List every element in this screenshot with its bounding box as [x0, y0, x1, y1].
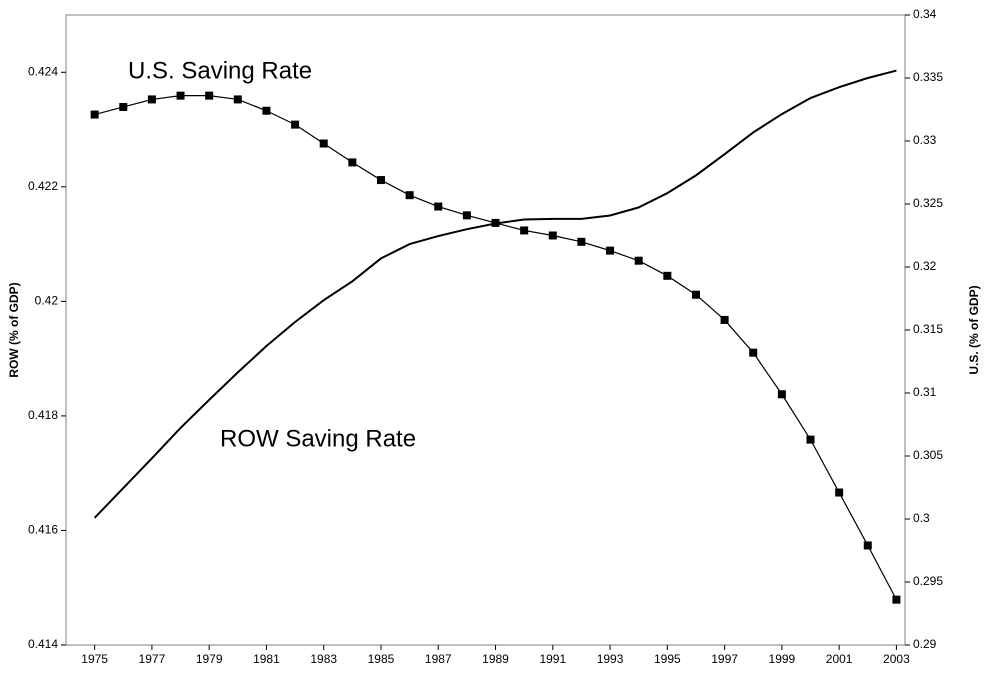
marker — [634, 256, 643, 265]
y-tick-label: 0.424 — [28, 64, 58, 78]
y-tick-label: 0.422 — [28, 179, 58, 193]
marker — [147, 95, 156, 104]
y2-tick-label: 0.295 — [913, 574, 943, 588]
marker — [835, 488, 844, 497]
y2-axis-label: U.S. (% of GDP) — [967, 285, 981, 374]
y2-tick-label: 0.305 — [913, 448, 943, 462]
marker — [462, 211, 471, 220]
marker — [892, 595, 901, 604]
y2-tick-label: 0.33 — [913, 133, 937, 147]
x-tick-label: 2003 — [883, 652, 910, 666]
y-axis-label: ROW (% of GDP) — [7, 282, 21, 377]
marker — [691, 290, 700, 299]
y2-tick-label: 0.29 — [913, 637, 937, 651]
marker — [520, 226, 529, 235]
x-tick-label: 1979 — [196, 652, 223, 666]
y-tick-label: 0.418 — [28, 408, 58, 422]
y2-tick-label: 0.325 — [913, 196, 943, 210]
x-tick-label: 1999 — [769, 652, 796, 666]
y-tick-label: 0.414 — [28, 637, 58, 651]
y2-tick-label: 0.34 — [913, 7, 937, 21]
marker — [663, 271, 672, 280]
marker — [577, 237, 586, 246]
marker — [806, 435, 815, 444]
x-tick-label: 1977 — [139, 652, 166, 666]
y2-tick-label: 0.315 — [913, 322, 943, 336]
annotation: U.S. Saving Rate — [128, 57, 312, 84]
marker — [348, 158, 357, 167]
y-tick-label: 0.416 — [28, 523, 58, 537]
marker — [291, 120, 300, 129]
marker — [376, 176, 385, 185]
y-tick-label: 0.42 — [35, 294, 59, 308]
marker — [777, 390, 786, 399]
x-tick-label: 1997 — [711, 652, 738, 666]
marker — [720, 315, 729, 324]
marker — [863, 541, 872, 550]
marker — [119, 102, 128, 111]
x-tick-label: 2001 — [826, 652, 853, 666]
x-tick-label: 1991 — [539, 652, 566, 666]
marker — [548, 231, 557, 240]
marker — [405, 191, 414, 200]
x-tick-label: 1975 — [81, 652, 108, 666]
marker — [749, 348, 758, 357]
marker — [434, 202, 443, 211]
marker — [176, 91, 185, 100]
line — [94, 95, 897, 600]
plot-area — [65, 14, 906, 646]
y2-tick-label: 0.335 — [913, 70, 943, 84]
x-tick-label: 1985 — [368, 652, 395, 666]
annotation: ROW Saving Rate — [220, 425, 416, 452]
marker — [233, 95, 242, 104]
y2-tick-label: 0.3 — [913, 511, 930, 525]
x-tick-label: 1987 — [425, 652, 452, 666]
y2-tick-label: 0.32 — [913, 259, 937, 273]
marker — [262, 106, 271, 115]
marker — [90, 110, 99, 119]
x-tick-label: 1981 — [253, 652, 280, 666]
marker — [319, 139, 328, 148]
x-tick-label: 1995 — [654, 652, 681, 666]
line — [93, 69, 897, 519]
x-tick-label: 1993 — [597, 652, 624, 666]
x-tick-label: 1989 — [482, 652, 509, 666]
marker — [205, 91, 214, 100]
marker — [606, 246, 615, 255]
x-tick-label: 1983 — [310, 652, 337, 666]
y2-tick-label: 0.31 — [913, 385, 937, 399]
